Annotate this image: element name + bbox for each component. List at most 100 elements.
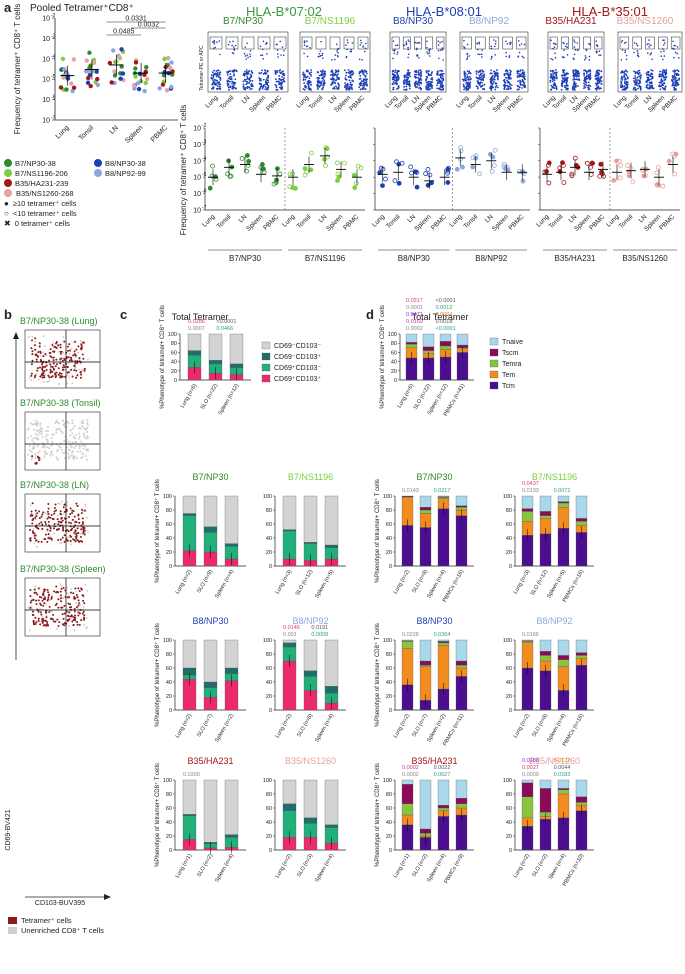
b-tet-dot [57,523,60,526]
b-bg-dot [43,345,46,348]
b-title: B7/NP30-38 (Lung) [20,316,98,326]
bar-pvalue: 0.0437 [522,481,539,487]
b-tet-dot [79,535,82,538]
b-bg-dot [28,445,31,448]
b-tet-dot [61,375,64,378]
flow-dot [265,83,267,86]
bar-segment [437,645,450,690]
flow-dot [441,40,443,43]
b-bg-dot [60,541,63,544]
b-tet-dot [57,598,60,601]
b-bg-dot [59,502,62,505]
bar-y-tick-label: 40 [386,820,392,826]
c-legend-text: CD69⁻CD103⁺ [274,354,321,361]
b-bg-dot [34,419,37,422]
flow-dot [403,88,406,91]
flow-dot [516,72,519,75]
flow-dot [509,41,512,44]
flow-dot [660,55,663,57]
b-bg-dot [27,437,30,440]
bar-segment [187,333,202,351]
flow-dot [509,43,512,46]
bar-segment [575,665,588,711]
flow-dot [396,82,398,85]
flow-dot [503,73,506,75]
pooled-x-tick-label: Lung [55,124,71,140]
freq-y-tick-label: 10 [193,142,201,149]
b-tet-dot [74,340,77,343]
bar-pvalue: 0.0002 [406,326,423,332]
b-bg-dot [71,419,74,422]
flow-dot [213,42,216,45]
b-tet-dot [48,351,51,354]
pooled-pvalue: 0.0331 [125,16,147,23]
flow-dot [428,55,431,57]
bar-x-tick-label: Lung (n=2) [513,713,532,739]
b-tet-dot [49,348,52,351]
bar-x-tick-label: SLO (n=2) [411,853,429,878]
b-tet-dot [40,515,43,518]
bar-y-tick-label: 80 [266,792,272,798]
flow-dot [596,87,599,90]
b-bg-dot [39,427,42,430]
b-tet-dot [38,517,41,520]
b-legend-swatch [8,926,17,934]
bar-segment [401,784,414,804]
freq-point [383,176,388,182]
b-bg-dot [62,352,65,355]
flow-dot [510,84,513,87]
flow-dot [364,81,366,84]
flow-dot [246,54,249,56]
freq-point [334,160,340,166]
flow-dot [282,70,284,73]
flow-dot [336,50,338,52]
pooled-y-tick-exp: -6 [51,95,56,101]
bar-x-tick-label: Spleen (n=4) [214,569,235,600]
bar-segment [521,779,534,783]
freq-point [625,163,630,168]
bar-y-tick-label: 80 [266,652,272,658]
b-tet-dot [48,537,51,540]
flow-dot [461,78,464,81]
b-tet-dot [68,359,71,362]
flow-dot [212,74,215,76]
b-bg-dot [71,450,74,453]
freq-point [408,164,414,170]
b-bg-dot [62,597,65,600]
b-tet-dot [29,595,32,598]
flow-dot [620,82,623,85]
flow-dot [492,86,494,89]
flow-dot [585,72,588,75]
b-bg-dot [31,423,34,426]
pooled-point [65,76,71,81]
flow-dot [633,51,635,54]
bar-y-tick-label: 100 [263,778,272,784]
flow-dot [403,85,405,88]
b-bg-dot [67,536,70,539]
flow-dot [489,85,492,88]
freq-point [322,156,327,162]
pooled-point [119,47,124,52]
flow-dot [320,40,322,43]
b-tet-dot [41,620,44,623]
pooled-point [62,67,67,72]
b-bg-dot [38,429,41,432]
flow-dot [584,55,587,57]
bar-y-tick-label: 100 [388,332,397,338]
pooled-point [87,50,92,55]
flow-dot [479,76,482,79]
b-bg-dot [60,449,63,452]
b-tet-dot [63,612,66,615]
bar-pvalue: 0.0008 [311,632,328,638]
flow-dot [428,52,431,54]
flow-dot [573,83,576,86]
b-tet-dot [36,526,39,529]
legend-swatch [4,169,12,177]
flow-dot [440,88,443,91]
b-tet-dot [70,529,73,532]
flow-dot [365,78,368,81]
flow-dot [245,78,248,81]
flow-dot [521,55,524,58]
b-bg-dot [32,437,35,440]
